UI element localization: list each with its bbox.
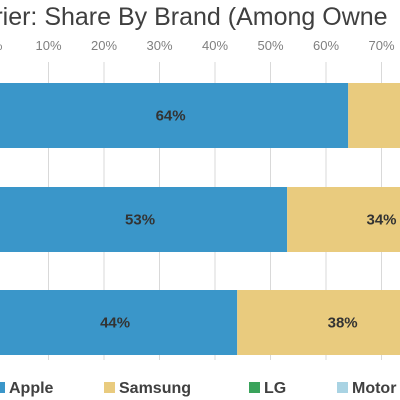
bar-samsung bbox=[348, 83, 400, 148]
chart-title: rrier: Share By Brand (Among Owne bbox=[0, 3, 388, 31]
x-tick-label: 0% bbox=[0, 38, 3, 53]
x-tick-label: 30% bbox=[146, 38, 172, 53]
bar-samsung bbox=[287, 187, 400, 252]
x-tick-label: 60% bbox=[313, 38, 339, 53]
x-tick-label: 10% bbox=[35, 38, 61, 53]
bar-apple bbox=[0, 290, 238, 355]
bars bbox=[0, 83, 400, 355]
bar-apple bbox=[0, 187, 288, 252]
legend-label: Motor bbox=[352, 380, 396, 397]
legend-swatch bbox=[337, 382, 348, 393]
bar-value-label: 44% bbox=[100, 315, 130, 332]
legend-item-samsung: Samsung bbox=[104, 380, 191, 397]
x-tick-label: 40% bbox=[202, 38, 228, 53]
bar-samsung bbox=[237, 290, 400, 355]
x-tick-label: 50% bbox=[257, 38, 283, 53]
bar-apple bbox=[0, 83, 349, 148]
x-axis-ticks: 0% 10% 20% 30% 40% 50% 60% 70% bbox=[0, 38, 395, 53]
x-tick-label: 70% bbox=[368, 38, 394, 53]
x-tick-label: 20% bbox=[91, 38, 117, 53]
legend-item-motor: Motor bbox=[337, 380, 396, 397]
legend-swatch bbox=[0, 382, 5, 393]
bar-value-label: 38% bbox=[328, 315, 358, 332]
legend-label: Apple bbox=[9, 380, 54, 397]
bar-value-label: 53% bbox=[125, 212, 155, 229]
legend-item-apple: Apple bbox=[0, 380, 54, 397]
legend-swatch bbox=[249, 382, 260, 393]
legend: Apple Samsung LG Motor bbox=[0, 380, 396, 397]
legend-label: LG bbox=[264, 380, 286, 397]
bar-value-label: 64% bbox=[156, 108, 186, 125]
legend-item-lg: LG bbox=[249, 380, 286, 397]
legend-swatch bbox=[104, 382, 115, 393]
bar-value-label: 34% bbox=[366, 212, 396, 229]
legend-label: Samsung bbox=[119, 380, 191, 397]
bar-labels: 64% 53% 34% 44% 38% bbox=[100, 108, 396, 332]
